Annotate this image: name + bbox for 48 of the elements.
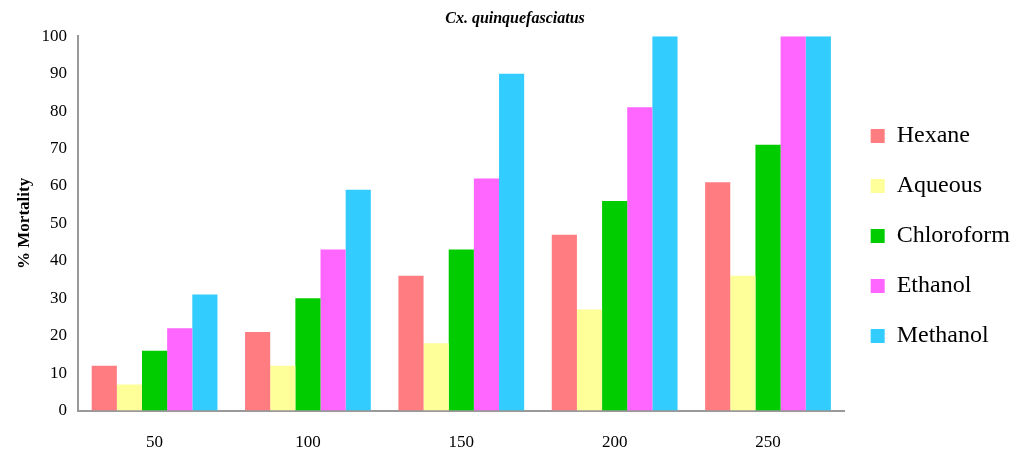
x-tick-label: 50 bbox=[146, 432, 164, 452]
bar bbox=[423, 343, 449, 411]
y-tick-label: 0 bbox=[58, 400, 67, 420]
y-tick-label: 50 bbox=[49, 212, 67, 232]
y-tick-label: 60 bbox=[49, 175, 67, 195]
y-axis-title: % Mortality bbox=[13, 177, 33, 269]
bar bbox=[551, 234, 577, 411]
bar bbox=[91, 365, 117, 411]
bar bbox=[602, 200, 628, 411]
bar bbox=[345, 189, 371, 411]
y-tick-label: 40 bbox=[49, 250, 67, 270]
bar bbox=[398, 275, 424, 411]
bar bbox=[142, 350, 168, 411]
bar bbox=[320, 249, 346, 411]
bar bbox=[576, 309, 603, 411]
bar bbox=[295, 298, 321, 411]
legend-label: Hexane bbox=[896, 121, 970, 148]
bar bbox=[270, 365, 296, 411]
bar bbox=[627, 107, 653, 411]
bar bbox=[755, 144, 781, 411]
bar bbox=[116, 384, 142, 411]
bar bbox=[805, 36, 831, 411]
y-tick-label: 90 bbox=[49, 63, 67, 83]
legend-label: Aqueous bbox=[896, 171, 983, 198]
legend-label: Ethanol bbox=[896, 271, 972, 298]
bar bbox=[473, 178, 500, 411]
bar bbox=[245, 331, 271, 411]
bar bbox=[192, 294, 218, 411]
legend-label: Methanol bbox=[896, 321, 989, 348]
y-tick-label: 80 bbox=[49, 100, 67, 120]
chart-title: Cx. quinquefasciatus bbox=[445, 8, 585, 27]
bar bbox=[705, 182, 731, 411]
bar bbox=[730, 275, 756, 411]
y-tick-label: 30 bbox=[49, 287, 67, 307]
y-tick-label: 20 bbox=[49, 325, 67, 345]
y-tick-label: 70 bbox=[49, 137, 67, 157]
y-tick-label: 10 bbox=[49, 362, 67, 382]
bar bbox=[448, 249, 474, 411]
x-tick-label: 200 bbox=[601, 432, 628, 452]
bar bbox=[499, 73, 525, 411]
legend-label: Chloroform bbox=[896, 221, 1011, 248]
x-tick-label: 250 bbox=[755, 432, 781, 452]
bar bbox=[167, 328, 193, 411]
y-tick-label: 100 bbox=[41, 25, 67, 45]
bar bbox=[652, 36, 678, 411]
bar bbox=[780, 36, 806, 411]
x-tick-label: 100 bbox=[295, 432, 321, 452]
x-tick-label: 150 bbox=[448, 432, 475, 452]
